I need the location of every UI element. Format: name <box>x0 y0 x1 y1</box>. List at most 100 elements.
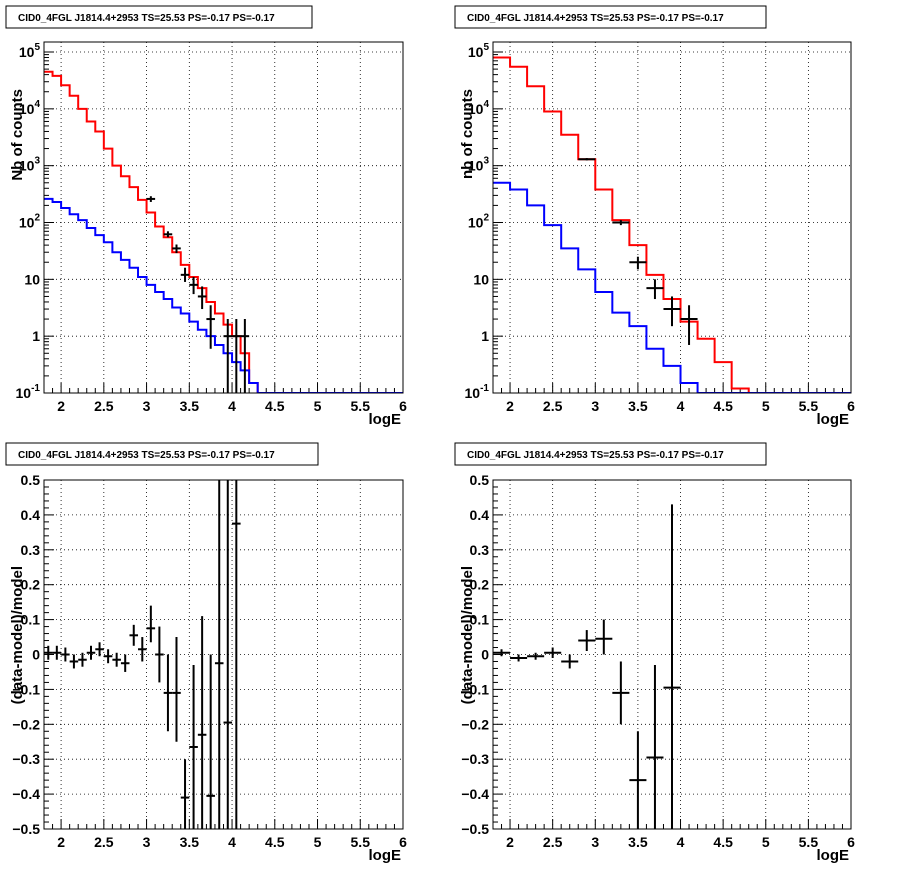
x-tick-label: 6 <box>399 834 407 850</box>
x-tick-label: 5 <box>762 398 770 414</box>
y-axis-label: Nb of counts <box>9 89 26 181</box>
y-tick-label: 10-1 <box>16 383 41 401</box>
y-tick-label: 102 <box>19 213 41 231</box>
chart-title: CID0_4FGL J1814.4+2953 TS=25.53 PS=-0.17… <box>467 13 724 24</box>
x-tick-label: 2 <box>506 834 514 850</box>
data-point <box>646 664 664 829</box>
x-tick-label: 2.5 <box>543 398 563 414</box>
x-tick-label: 3.5 <box>180 398 200 414</box>
y-tick-label: −0.3 <box>461 751 489 767</box>
series-step-2 <box>493 181 851 393</box>
x-tick-label: 2 <box>506 398 514 414</box>
x-tick-label: 5.5 <box>351 398 371 414</box>
y-tick-label: 1 <box>481 328 489 344</box>
x-tick-label: 4.5 <box>713 398 733 414</box>
y-axis-label: (data-model)/model <box>9 566 26 704</box>
x-tick-label: 4 <box>228 398 236 414</box>
data-point <box>206 305 215 349</box>
y-tick-label: −0.4 <box>461 786 489 802</box>
data-point <box>172 637 181 742</box>
plot-area <box>44 70 403 393</box>
x-tick-label: 5 <box>762 834 770 850</box>
data-point <box>197 286 207 310</box>
y-tick-label: 0.3 <box>21 542 41 558</box>
data-point <box>52 645 62 660</box>
data-point <box>595 619 613 655</box>
x-tick-label: 3.5 <box>180 834 200 850</box>
x-axis-label: logE <box>817 847 850 864</box>
data-point <box>578 158 596 161</box>
x-tick-label: 2 <box>57 398 65 414</box>
y-tick-label: −0.2 <box>461 716 489 732</box>
data-point <box>206 654 215 829</box>
x-tick-label: 4.5 <box>265 398 285 414</box>
panel-2: CID0_4FGL J1814.4+2953 TS=25.53 PS=-0.17… <box>454 5 855 428</box>
data-point <box>197 616 207 829</box>
panel-4: CID0_4FGL J1814.4+2953 TS=25.53 PS=-0.17… <box>454 442 855 864</box>
y-tick-label: 104 <box>468 99 490 117</box>
data-point <box>146 196 156 202</box>
data-point <box>527 652 545 660</box>
x-tick-label: 3 <box>591 398 599 414</box>
y-tick-label: 105 <box>468 42 490 60</box>
data-point <box>180 267 190 282</box>
data-point <box>223 480 233 829</box>
data-point <box>78 652 87 667</box>
x-tick-label: 4 <box>228 834 236 850</box>
y-tick-label: 10 <box>473 271 489 287</box>
x-tick-label: 2.5 <box>543 834 563 850</box>
x-tick-label: 4 <box>677 834 685 850</box>
x-tick-label: 4 <box>677 398 685 414</box>
data-point <box>146 605 156 643</box>
title-box <box>454 442 767 466</box>
y-tick-label: −0.4 <box>12 786 40 802</box>
data-point <box>112 652 121 667</box>
data-point <box>232 319 241 393</box>
x-tick-label: 4.5 <box>265 834 285 850</box>
data-point <box>612 220 630 226</box>
plot-frame <box>43 479 404 830</box>
y-tick-label: 0.5 <box>470 472 490 488</box>
data-point <box>493 649 511 657</box>
x-tick-label: 5.5 <box>799 398 819 414</box>
y-tick-label: −0.1 <box>12 681 40 697</box>
chart-title: CID0_4FGL J1814.4+2953 TS=25.53 PS=-0.17… <box>467 450 724 461</box>
y-tick-label: 0.3 <box>470 542 490 558</box>
data-point <box>629 731 647 829</box>
y-tick-label: 1 <box>32 328 40 344</box>
y-axis-label: (data-model)/model <box>459 566 476 704</box>
chart-title: CID0_4FGL J1814.4+2953 TS=25.53 PS=-0.17… <box>18 13 275 24</box>
data-point <box>561 654 579 669</box>
x-tick-label: 2 <box>57 834 65 850</box>
y-tick-label: 0.1 <box>470 612 490 628</box>
x-tick-label: 3 <box>591 834 599 850</box>
data-point <box>680 305 698 345</box>
x-axis-label: logE <box>369 411 402 428</box>
data-point <box>103 649 113 664</box>
series-step-1 <box>493 56 851 393</box>
y-tick-label: −0.5 <box>12 821 40 837</box>
data-point <box>163 654 173 732</box>
y-tick-label: 0 <box>481 647 489 663</box>
x-axis-label: logE <box>369 847 402 864</box>
plot-area <box>493 504 681 829</box>
y-tick-label: −0.2 <box>12 716 40 732</box>
x-tick-label: 6 <box>847 398 855 414</box>
chart-title: CID0_4FGL J1814.4+2953 TS=25.53 PS=-0.17… <box>18 450 275 461</box>
plot-area <box>44 480 241 829</box>
y-tick-label: 105 <box>19 42 41 60</box>
y-axis-label: nb of counts <box>459 89 476 179</box>
title-box <box>5 5 313 29</box>
x-tick-label: 5.5 <box>799 834 819 850</box>
data-point <box>138 637 147 662</box>
x-tick-label: 3.5 <box>628 834 648 850</box>
data-point <box>189 664 198 829</box>
data-point <box>120 654 130 672</box>
x-tick-label: 5 <box>314 834 322 850</box>
data-point <box>163 231 173 238</box>
series-step-1 <box>44 70 403 393</box>
data-point <box>172 244 181 254</box>
x-tick-label: 2.5 <box>94 834 114 850</box>
data-point <box>129 624 139 646</box>
data-point <box>663 296 681 327</box>
